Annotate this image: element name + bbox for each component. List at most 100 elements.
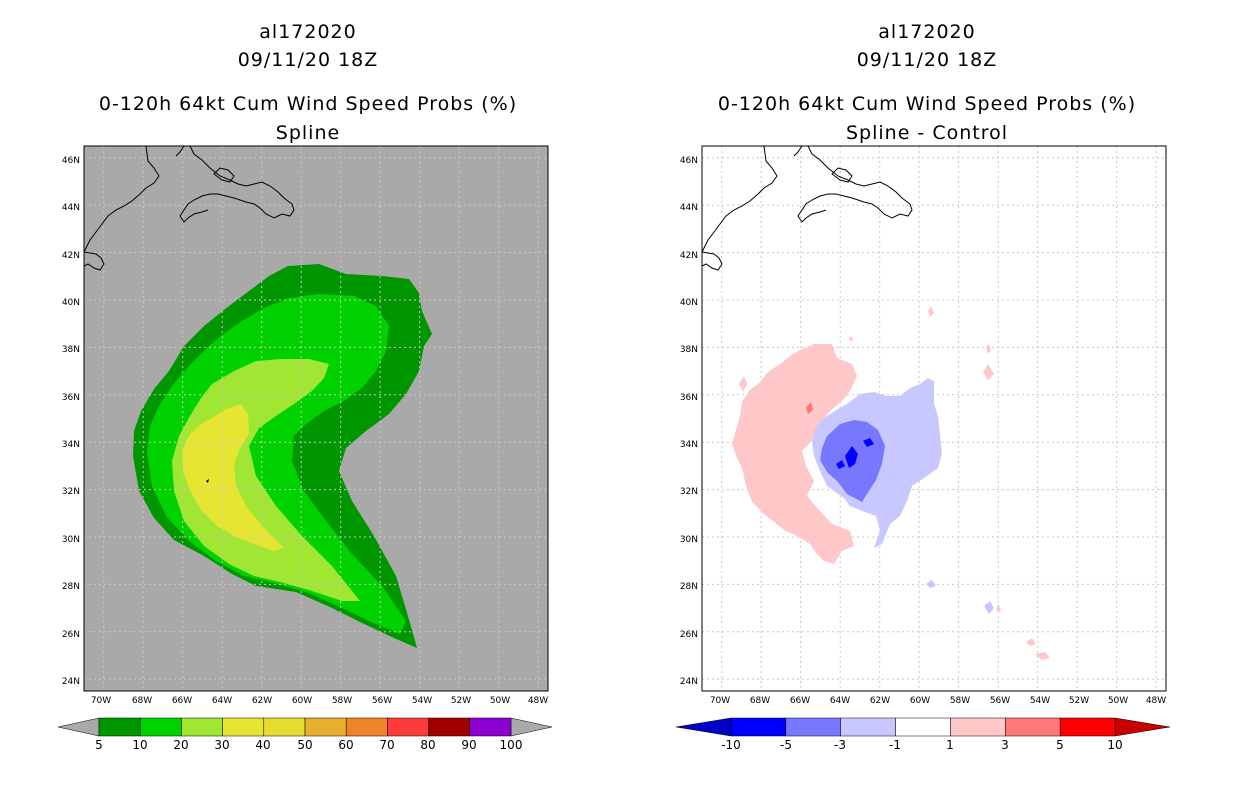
diff-contour-pos-1: [732, 344, 857, 564]
prob-contour-30: [182, 404, 284, 551]
left-y-tick-44N: 44N: [62, 203, 80, 213]
left-cb-label-30: 30: [214, 738, 229, 752]
left-y-tick-30N: 30N: [62, 535, 80, 545]
diff-contour-neg-1-c: [984, 601, 994, 614]
right-x-ticks: 70W 68W 66W 64W 62W 60W 58W 56W 54W 52W …: [710, 696, 1166, 706]
diff-contour-pos-3: [806, 402, 813, 414]
right-y-tick-36N: 36N: [680, 393, 698, 403]
diff-contour-pos-1-i: [848, 336, 853, 342]
right-x-tick-60W: 60W: [910, 696, 930, 706]
right-x-tick-70W: 70W: [710, 696, 730, 706]
right-cb-label-pos10: 10: [1107, 738, 1122, 752]
left-storm-id: al172020: [259, 21, 356, 43]
right-y-tick-46N: 46N: [680, 156, 698, 166]
right-x-tick-64W: 64W: [830, 696, 850, 706]
right-colorbar-box: [840, 717, 896, 737]
left-colorbar-boxes: [98, 717, 512, 737]
right-x-tick-56W: 56W: [990, 696, 1010, 706]
left-colorbar-box: [263, 717, 306, 737]
diff-contour-pos-1-e: [983, 364, 994, 380]
right-coastline: [702, 146, 913, 271]
right-cb-label-pos1: 1: [946, 738, 954, 752]
left-colorbar-box: [222, 717, 265, 737]
right-map-area: [702, 146, 1166, 691]
right-panel: al172020 09/11/20 18Z 0-120h 64kt Cum Wi…: [675, 21, 1171, 752]
left-cb-label-5: 5: [95, 738, 103, 752]
left-colorbar: 5 10 20 30 40 50 60 70 80 90 100: [57, 717, 553, 752]
left-x-tick-50W: 50W: [490, 696, 510, 706]
left-cb-label-20: 20: [173, 738, 188, 752]
left-colorbar-box: [139, 717, 182, 737]
diff-contour-pos-1-d: [986, 344, 991, 354]
left-y-tick-24N: 24N: [62, 677, 80, 687]
left-y-tick-40N: 40N: [62, 298, 80, 308]
right-y-tick-24N: 24N: [680, 677, 698, 687]
left-coastline: [84, 146, 295, 271]
right-y-tick-26N: 26N: [680, 630, 698, 640]
right-y-tick-30N: 30N: [680, 535, 698, 545]
left-x-ticks: 70W 68W 66W 64W 62W 60W 58W 56W 54W 52W …: [91, 696, 548, 706]
left-colorbar-under-triangle: [57, 717, 100, 737]
right-y-tick-44N: 44N: [680, 203, 698, 213]
right-x-tick-66W: 66W: [790, 696, 810, 706]
left-y-ticks: 24N 26N 28N 30N 32N 34N 36N 38N 40N 42N …: [62, 156, 80, 687]
left-datetime: 09/11/20 18Z: [238, 49, 379, 71]
left-x-tick-68W: 68W: [132, 696, 152, 706]
left-map-area: [84, 146, 548, 691]
right-cb-label-pos3: 3: [1001, 738, 1009, 752]
left-y-tick-36N: 36N: [62, 393, 80, 403]
diff-contour-pos-1-h: [996, 604, 1001, 613]
right-colorbar-box: [950, 717, 1006, 737]
left-cb-label-70: 70: [379, 738, 394, 752]
left-cb-label-40: 40: [255, 738, 270, 752]
right-datetime: 09/11/20 18Z: [857, 49, 998, 71]
right-colorbar-box: [1059, 717, 1116, 737]
right-y-tick-38N: 38N: [680, 345, 698, 355]
diff-contour-neg-5: [845, 446, 858, 468]
right-colorbar-box: [895, 717, 951, 737]
right-x-tick-48W: 48W: [1146, 696, 1166, 706]
right-y-tick-34N: 34N: [680, 440, 698, 450]
right-cb-label-neg3: -3: [834, 738, 846, 752]
right-colorbar-boxes: [730, 717, 1116, 737]
right-subtitle: Spline - Control: [846, 122, 1008, 144]
left-map-frame: [83, 145, 549, 692]
right-x-tick-62W: 62W: [870, 696, 890, 706]
right-colorbar-box: [785, 717, 841, 737]
right-colorbar-over-triangle: [1114, 717, 1171, 737]
left-y-tick-32N: 32N: [62, 487, 80, 497]
left-title: 0-120h 64kt Cum Wind Speed Probs (%): [99, 93, 517, 115]
left-y-tick-42N: 42N: [62, 251, 80, 261]
left-colorbar-box: [469, 717, 512, 737]
left-x-tick-70W: 70W: [91, 696, 111, 706]
left-subtitle: Spline: [276, 122, 340, 144]
left-cb-label-90: 90: [461, 738, 476, 752]
right-cb-label-neg5: -5: [780, 738, 792, 752]
diff-contour-pos-1-g: [1035, 652, 1050, 660]
left-y-tick-38N: 38N: [62, 345, 80, 355]
left-panel: al172020 09/11/20 18Z 0-120h 64kt Cum Wi…: [57, 21, 553, 752]
right-x-tick-52W: 52W: [1069, 696, 1089, 706]
right-title: 0-120h 64kt Cum Wind Speed Probs (%): [718, 93, 1136, 115]
diff-contour-pos-1-c: [928, 306, 934, 317]
left-cb-label-60: 60: [338, 738, 353, 752]
right-x-tick-58W: 58W: [950, 696, 970, 706]
right-x-tick-54W: 54W: [1030, 696, 1050, 706]
prob-contour-40: [206, 479, 209, 483]
diff-contour-pos-1-b: [739, 376, 747, 392]
right-colorbar: -10 -5 -3 -1 1 3 5 10: [675, 717, 1171, 752]
right-cb-label-pos5: 5: [1056, 738, 1064, 752]
diff-contour-neg-5-b: [863, 438, 874, 447]
right-cb-label-neg10: -10: [721, 738, 741, 752]
left-colorbar-box: [304, 717, 347, 737]
diff-contour-pos-1-f: [1026, 638, 1036, 646]
right-y-tick-28N: 28N: [680, 582, 698, 592]
left-y-tick-46N: 46N: [62, 156, 80, 166]
left-x-tick-56W: 56W: [372, 696, 392, 706]
right-y-ticks: 24N 26N 28N 30N 32N 34N 36N 38N 40N 42N …: [680, 156, 698, 687]
left-colorbar-box: [428, 717, 471, 737]
right-x-tick-50W: 50W: [1108, 696, 1128, 706]
right-y-tick-42N: 42N: [680, 251, 698, 261]
right-colorbar-under-triangle: [675, 717, 732, 737]
